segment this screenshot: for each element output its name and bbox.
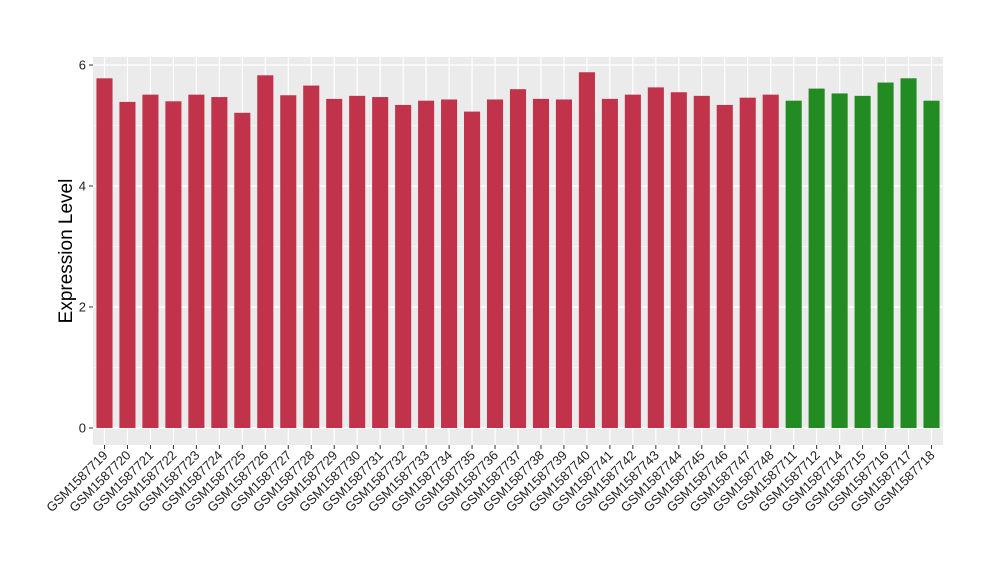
y-tick-label: 2 — [79, 300, 86, 315]
bar-GSM1587717 — [900, 78, 917, 428]
bar-GSM1587727 — [280, 95, 297, 428]
bar-GSM1587742 — [624, 94, 641, 429]
bar-GSM1587739 — [555, 99, 572, 429]
y-tick-label: 0 — [79, 421, 86, 436]
bar-GSM1587743 — [647, 87, 664, 428]
y-tick-label: 4 — [79, 179, 86, 194]
bar-GSM1587730 — [349, 95, 366, 428]
y-axis-title: Expression Level — [56, 179, 77, 324]
y-tick-label: 6 — [79, 58, 86, 73]
bar-GSM1587721 — [142, 94, 159, 429]
bar-GSM1587732 — [395, 104, 412, 429]
bar-GSM1587711 — [785, 100, 802, 428]
bar-GSM1587738 — [532, 98, 550, 428]
bar-GSM1587733 — [418, 100, 435, 428]
bar-GSM1587720 — [119, 101, 136, 428]
bar-GSM1587725 — [234, 112, 251, 429]
bar-GSM1587729 — [326, 98, 343, 428]
bar-GSM1587712 — [808, 88, 825, 428]
bar-GSM1587722 — [165, 101, 182, 429]
bar-GSM1587719 — [96, 78, 113, 428]
bar-GSM1587728 — [303, 85, 320, 428]
bar-GSM1587744 — [670, 92, 687, 428]
bar-GSM1587715 — [854, 95, 871, 428]
bar-GSM1587745 — [693, 95, 710, 428]
bar-GSM1587716 — [877, 82, 894, 429]
bar-GSM1587714 — [831, 93, 848, 428]
x-axis-ticks: GSM1587719GSM1587720GSM1587721GSM1587722… — [43, 445, 938, 515]
bar-GSM1587724 — [211, 97, 228, 428]
bar-GSM1587723 — [188, 94, 205, 429]
bar-GSM1587736 — [486, 99, 504, 429]
bar-GSM1587735 — [464, 111, 481, 429]
bar-GSM1587747 — [739, 97, 756, 429]
bar-GSM1587741 — [601, 98, 618, 428]
bar-GSM1587740 — [578, 72, 595, 428]
y-axis-ticks: 0 2 4 6 — [79, 58, 93, 436]
bar-GSM1587737 — [509, 89, 527, 428]
bar-GSM1587726 — [257, 75, 274, 428]
bars — [96, 72, 940, 429]
bar-GSM1587718 — [923, 100, 940, 428]
bar-GSM1587731 — [372, 97, 389, 428]
bar-GSM1587746 — [716, 104, 733, 429]
bar-GSM1587748 — [762, 94, 779, 429]
bar-GSM1587734 — [441, 99, 458, 429]
